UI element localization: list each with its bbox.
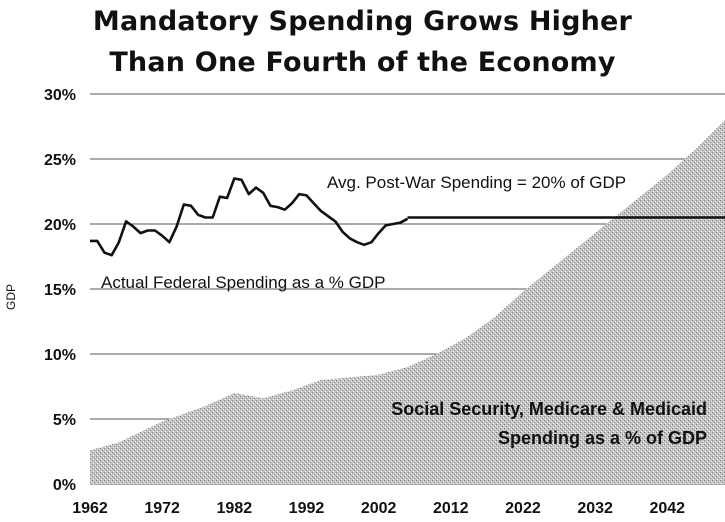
avg-spending-annotation: Avg. Post-War Spending = 20% of GDP xyxy=(327,173,626,192)
y-tick-label: 15% xyxy=(44,282,76,299)
y-axis-ticks: 0% 5% 10% 15% 20% 25% 30% xyxy=(44,87,76,494)
area-annotation-line-2: Spending as a % of GDP xyxy=(498,428,707,448)
y-tick-label: 0% xyxy=(53,477,76,494)
x-tick-label: 2042 xyxy=(649,500,685,517)
x-tick-label: 2022 xyxy=(505,500,541,517)
y-tick-label: 5% xyxy=(53,412,76,429)
x-tick-label: 1982 xyxy=(217,500,253,517)
chart-title-line-2: Than One Fourth of the Economy xyxy=(109,47,616,78)
y-tick-label: 30% xyxy=(44,87,76,104)
x-axis-ticks: 1962 1972 1982 1992 2002 2012 2022 2032 2042 xyxy=(72,500,685,517)
area-annotation-line-1: Social Security, Medicare & Medicaid xyxy=(391,399,707,419)
y-tick-label: 10% xyxy=(44,347,76,364)
x-tick-label: 1962 xyxy=(72,500,108,517)
y-tick-label: 25% xyxy=(44,152,76,169)
x-tick-label: 1992 xyxy=(289,500,325,517)
x-tick-label: 2012 xyxy=(433,500,469,517)
x-tick-label: 1972 xyxy=(144,500,180,517)
mandatory-spending-area xyxy=(90,120,725,484)
x-tick-label: 2002 xyxy=(361,500,397,517)
chart-title-line-1: Mandatory Spending Grows Higher xyxy=(92,6,633,37)
x-tick-label: 2032 xyxy=(577,500,613,517)
y-axis-label: GDP xyxy=(4,284,18,310)
actual-spending-annotation: Actual Federal Spending as a % GDP xyxy=(101,273,385,292)
area-layer xyxy=(90,120,725,484)
line-layer xyxy=(90,177,725,257)
actual-spending-line xyxy=(90,177,409,257)
y-tick-label: 20% xyxy=(44,217,76,234)
